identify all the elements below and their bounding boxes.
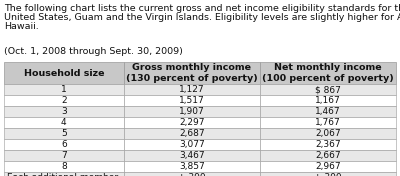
Text: 1,907: 1,907 [179,107,205,116]
Text: The following chart lists the current gross and net income eligibility standards: The following chart lists the current gr… [4,4,400,13]
Text: 2,297: 2,297 [179,118,204,127]
Text: $ 867: $ 867 [315,85,341,94]
Text: 7: 7 [61,151,67,160]
Bar [124,161,260,172]
Bar [124,95,260,106]
Text: (Oct. 1, 2008 through Sept. 30, 2009): (Oct. 1, 2008 through Sept. 30, 2009) [4,47,183,56]
Text: 1,517: 1,517 [179,96,205,105]
Bar [4,62,124,84]
Text: 8: 8 [61,162,67,171]
Text: 5: 5 [61,129,67,138]
Bar [124,128,260,139]
Bar [124,106,260,117]
Text: 1,167: 1,167 [315,96,341,105]
Bar [260,150,396,161]
Bar [260,161,396,172]
Bar [4,95,124,106]
Bar [260,172,396,176]
Text: Net monthly income
(100 percent of poverty): Net monthly income (100 percent of pover… [262,63,394,83]
Text: Hawaii.: Hawaii. [4,22,39,31]
Text: Gross monthly income
(130 percent of poverty): Gross monthly income (130 percent of pov… [126,63,258,83]
Text: 2,667: 2,667 [315,151,341,160]
Text: 1,767: 1,767 [315,118,341,127]
Text: Each additional member: Each additional member [7,173,118,176]
Bar [4,84,124,95]
Bar [4,128,124,139]
Text: 3,857: 3,857 [179,162,205,171]
Text: 3,077: 3,077 [179,140,205,149]
Bar [4,117,124,128]
Text: 1,127: 1,127 [179,85,204,94]
Bar [4,106,124,117]
Text: 2,067: 2,067 [315,129,341,138]
Text: 1: 1 [61,85,67,94]
Bar [260,84,396,95]
Bar [124,117,260,128]
Text: 2,367: 2,367 [315,140,341,149]
Text: 3: 3 [61,107,67,116]
Bar [124,172,260,176]
Bar [260,95,396,106]
Bar [124,150,260,161]
Bar [124,62,260,84]
Bar [260,128,396,139]
Text: 6: 6 [61,140,67,149]
Text: 4: 4 [61,118,66,127]
Text: + 300: + 300 [314,173,342,176]
Bar [124,84,260,95]
Bar [260,62,396,84]
Text: Household size: Household size [24,68,104,77]
Bar [124,139,260,150]
Bar [260,139,396,150]
Bar [4,172,124,176]
Text: 3,467: 3,467 [179,151,204,160]
Text: 1,467: 1,467 [315,107,341,116]
Text: 2,967: 2,967 [315,162,341,171]
Text: United States, Guam and the Virgin Islands. Eligibility levels are slightly high: United States, Guam and the Virgin Islan… [4,13,400,22]
Text: 2: 2 [61,96,66,105]
Bar [4,161,124,172]
Bar [260,106,396,117]
Bar [4,139,124,150]
Bar [260,117,396,128]
Bar [4,150,124,161]
Text: + 390: + 390 [178,173,206,176]
Text: 2,687: 2,687 [179,129,204,138]
